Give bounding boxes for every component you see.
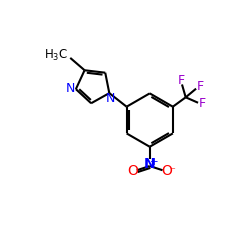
Text: F: F xyxy=(199,97,206,110)
Text: F: F xyxy=(178,74,185,87)
Text: N: N xyxy=(106,92,115,104)
Text: ⁻: ⁻ xyxy=(169,166,175,176)
Text: O: O xyxy=(161,164,172,178)
Text: N: N xyxy=(144,156,156,170)
Text: O: O xyxy=(127,164,138,178)
Text: H$_3$C: H$_3$C xyxy=(44,48,68,64)
Text: F: F xyxy=(197,80,204,93)
Text: N: N xyxy=(66,82,75,95)
Text: +: + xyxy=(150,156,159,166)
